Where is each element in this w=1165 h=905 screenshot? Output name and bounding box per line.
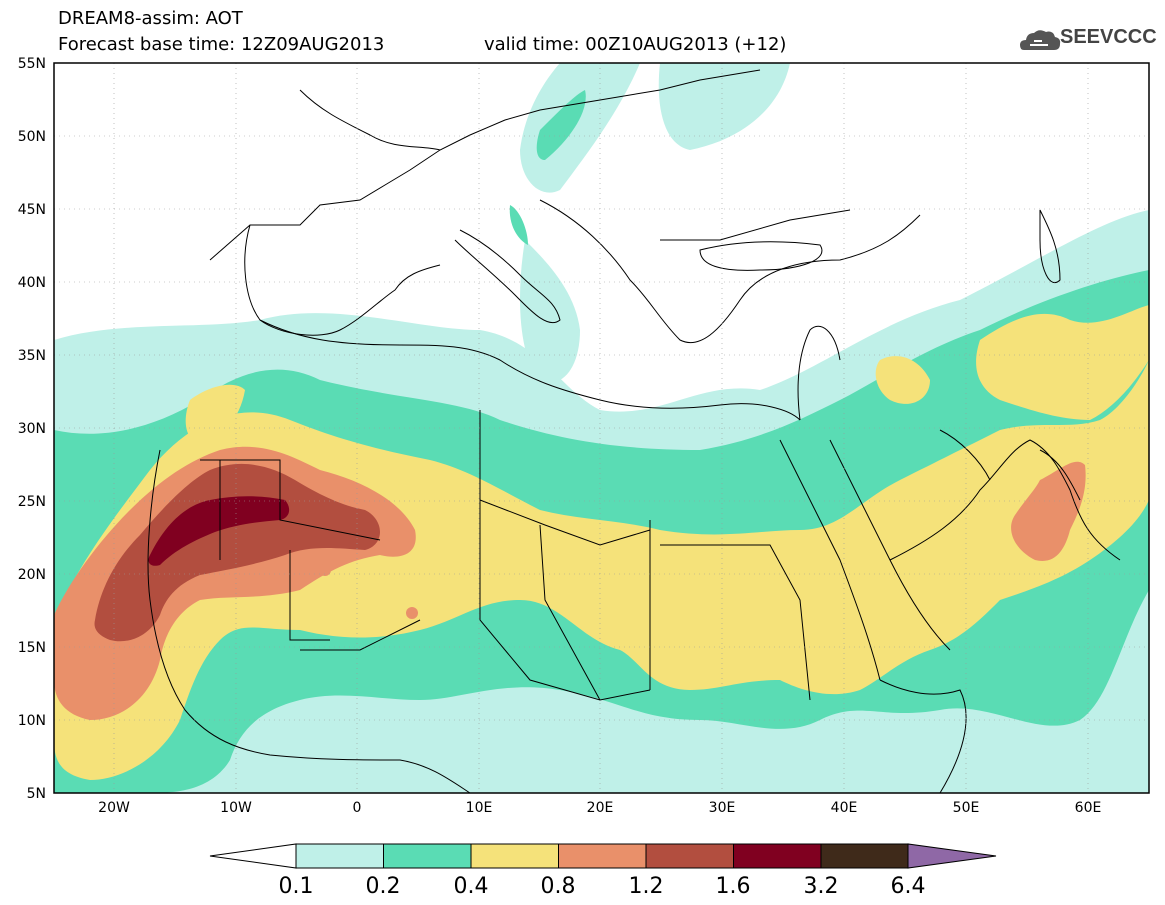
- colorbar-swatch: [470, 843, 559, 869]
- lon-label: 40E: [831, 800, 858, 816]
- lon-label: 20W: [98, 800, 130, 816]
- colorbar-swatch: [733, 843, 822, 869]
- colorbar-label: 0.1: [279, 874, 314, 899]
- colorbar-swatch: [383, 843, 472, 869]
- lon-label: 60E: [1075, 800, 1102, 816]
- lat-label: 55N: [18, 56, 46, 72]
- valid-time: valid time: 00Z10AUG2013 (+12): [484, 34, 787, 55]
- colorbar-label: 6.4: [891, 874, 926, 899]
- map-frame: [53, 62, 1150, 794]
- lat-label: 50N: [18, 129, 46, 145]
- colorbar-swatch: [558, 843, 647, 869]
- forecast-base-time: Forecast base time: 12Z09AUG2013: [58, 34, 385, 55]
- lon-label: 20E: [587, 800, 614, 816]
- lat-label: 20N: [18, 567, 46, 583]
- cloud-icon: [1020, 30, 1061, 50]
- colorbar-label: 0.4: [454, 874, 489, 899]
- colorbar-label: 0.2: [366, 874, 401, 899]
- lon-label: 50E: [953, 800, 980, 816]
- colorbar-label: 1.2: [629, 874, 664, 899]
- lat-label: 25N: [18, 494, 46, 510]
- colorbar: 0.1 0.2 0.4 0.8 1.2 1.6 3.2 6.4: [209, 843, 997, 899]
- colorbar-swatch: [645, 843, 734, 869]
- colorbar-over-arrow: [907, 843, 997, 869]
- lon-label: 10E: [466, 800, 493, 816]
- graticule: [54, 63, 1149, 793]
- aot-band-1.6: [148, 496, 290, 566]
- lat-label: 5N: [27, 786, 46, 802]
- lat-label: 35N: [18, 348, 46, 364]
- colorbar-label: 0.8: [541, 874, 576, 899]
- lat-label: 40N: [18, 275, 46, 291]
- latitude-labels: 55N 50N 45N 40N 35N 30N 25N 20N 15N 10N …: [18, 56, 46, 802]
- lon-label: 0: [353, 800, 362, 816]
- lat-label: 15N: [18, 640, 46, 656]
- lat-label: 10N: [18, 713, 46, 729]
- lat-label: 45N: [18, 202, 46, 218]
- longitude-labels: 20W 10W 0 10E 20E 30E 40E 50E 60E: [98, 800, 1101, 816]
- colorbar-label: 3.2: [804, 874, 839, 899]
- lon-label: 10W: [220, 800, 252, 816]
- lon-label: 30E: [709, 800, 736, 816]
- colorbar-swatch: [820, 843, 909, 869]
- colorbar-label: 1.6: [716, 874, 751, 899]
- coastlines: [147, 69, 1121, 793]
- colorbar-under-arrow: [209, 843, 297, 869]
- aot-band-1.2: [94, 463, 380, 642]
- map-title: DREAM8-assim: AOT: [58, 8, 243, 29]
- lat-label: 30N: [18, 421, 46, 437]
- colorbar-swatch: [295, 843, 384, 869]
- logo-text: SEEVCCC: [1060, 26, 1157, 48]
- aot-band-0.4: [54, 305, 1149, 780]
